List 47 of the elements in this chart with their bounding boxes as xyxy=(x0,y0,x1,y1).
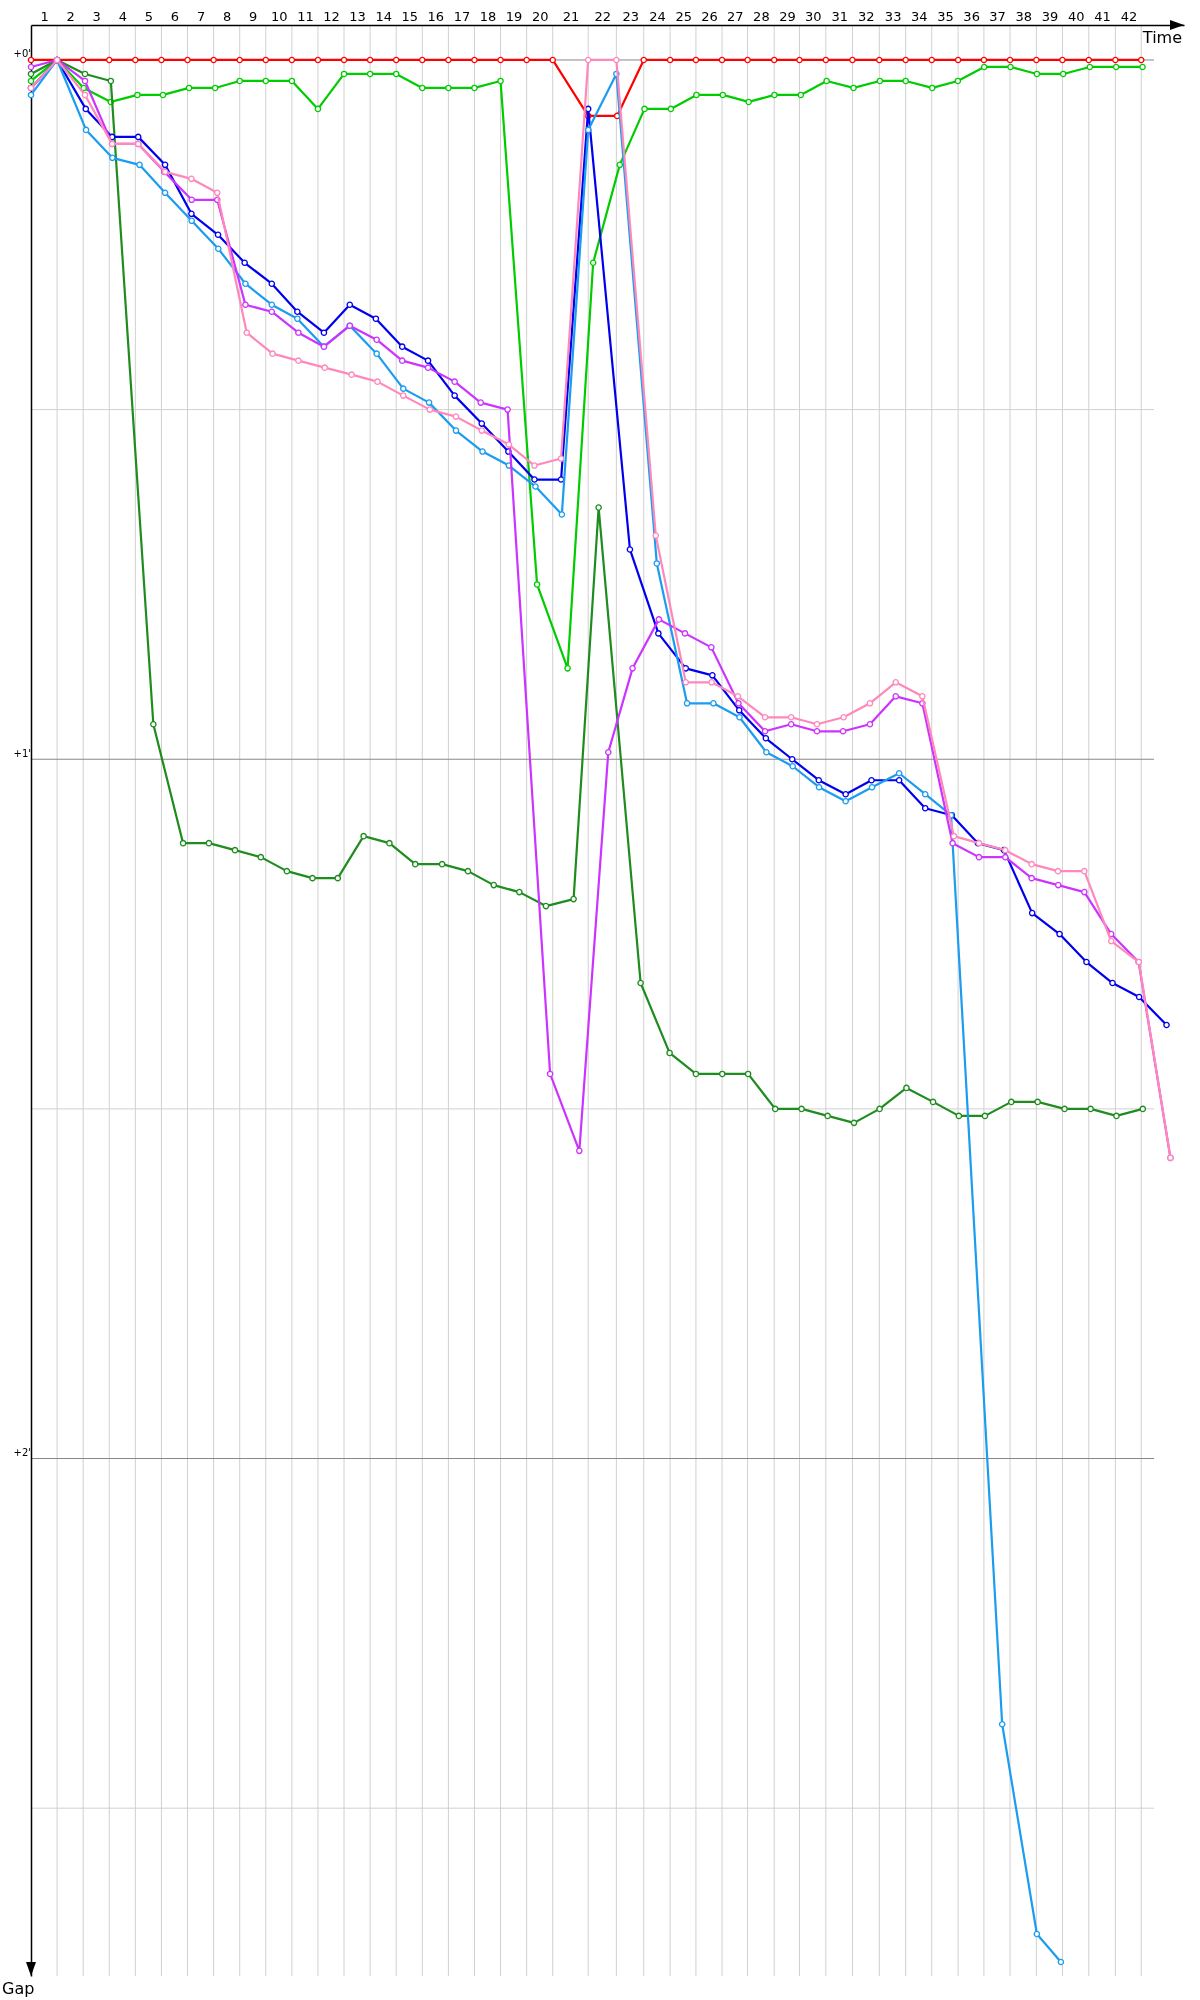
x-tick-label: 34 xyxy=(910,8,928,24)
y-tick-label: +2' xyxy=(13,1447,31,1459)
x-tick-label: 29 xyxy=(779,8,796,24)
x-tick-label: 14 xyxy=(375,8,392,24)
x-tick-label: 18 xyxy=(479,8,497,24)
x-axis-title: Time xyxy=(1141,28,1182,47)
x-tick-label: 30 xyxy=(805,8,822,24)
x-tick-label: 24 xyxy=(649,8,666,24)
x-tick-label: 39 xyxy=(1041,8,1059,24)
x-tick-label: 35 xyxy=(937,8,954,24)
x-tick-label: 28 xyxy=(753,8,770,24)
x-tick-label: 3 xyxy=(92,8,101,24)
x-tick-label: 41 xyxy=(1094,8,1111,24)
x-tick-label: 8 xyxy=(223,8,232,24)
x-tick-label: 25 xyxy=(675,8,692,24)
x-tick-label: 17 xyxy=(453,8,471,24)
x-tick-label: 20 xyxy=(531,8,549,24)
x-tick-label: 33 xyxy=(884,8,902,24)
x-tick-label: 21 xyxy=(562,8,580,24)
x-tick-label: 36 xyxy=(963,8,980,24)
x-tick-label: 2 xyxy=(66,8,75,24)
y-tick-label: +0' xyxy=(13,48,31,60)
x-tick-label: 32 xyxy=(857,8,875,24)
x-tick-label: 9 xyxy=(249,8,258,24)
x-tick-label: 1 xyxy=(40,8,49,24)
x-tick-label: 6 xyxy=(170,8,180,24)
y-tick-label: +1' xyxy=(13,747,31,759)
x-tick-label: 19 xyxy=(505,8,523,24)
x-tick-label: 10 xyxy=(271,8,288,24)
x-tick-label: 11 xyxy=(297,8,314,24)
x-tick-label: 31 xyxy=(831,8,848,24)
x-tick-label: 4 xyxy=(118,8,127,24)
x-tick-label: 23 xyxy=(622,8,639,24)
x-tick-label: 12 xyxy=(323,8,340,24)
x-tick-label: 22 xyxy=(594,8,612,24)
x-tick-label: 27 xyxy=(727,8,744,24)
x-tick-label: 5 xyxy=(144,8,154,24)
x-tick-label: 42 xyxy=(1120,8,1138,24)
x-tick-label: 16 xyxy=(427,8,445,24)
x-tick-label: 26 xyxy=(701,8,718,24)
x-tick-label: 15 xyxy=(401,8,419,24)
y-axis-title: Gap xyxy=(2,1979,35,1998)
x-tick-label: 40 xyxy=(1067,8,1085,24)
x-tick-label: 7 xyxy=(196,8,206,24)
x-tick-label: 13 xyxy=(349,8,366,24)
x-tick-label: 37 xyxy=(989,8,1006,24)
x-tick-label: 38 xyxy=(1015,8,1033,24)
